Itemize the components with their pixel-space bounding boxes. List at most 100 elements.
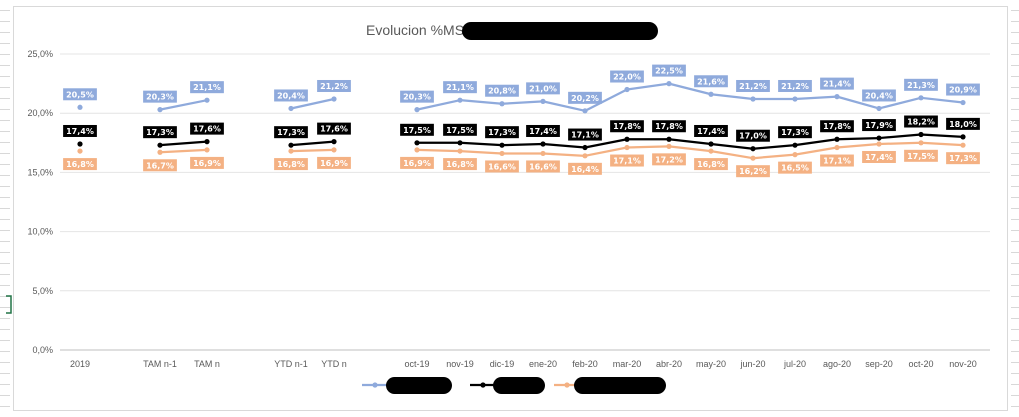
data-point	[876, 135, 882, 141]
data-label-box	[190, 156, 224, 169]
data-label-text: 22,0%	[613, 73, 641, 82]
data-label-text: 18,0%	[949, 120, 977, 129]
data-label-text: 17,1%	[571, 131, 599, 140]
data-label-text: 20,4%	[277, 91, 305, 100]
data-point	[876, 141, 882, 147]
data-label: 16,6%	[526, 160, 560, 173]
data-label: 21,1%	[190, 81, 224, 94]
x-tick-label: 2019	[70, 359, 90, 369]
data-point	[414, 140, 420, 146]
data-label-box	[568, 128, 602, 141]
data-label-text: 21,1%	[193, 83, 221, 92]
data-point	[499, 150, 505, 157]
data-point	[582, 108, 588, 114]
data-label: 17,8%	[610, 120, 644, 133]
x-tick-label: oct-20	[908, 359, 933, 369]
data-label-box	[443, 81, 477, 94]
x-tick-label: nov-19	[446, 359, 474, 369]
data-point	[582, 144, 588, 151]
data-label-text: 20,5%	[66, 90, 94, 99]
data-label-box	[862, 89, 896, 102]
data-label-text: 22,5%	[655, 67, 683, 76]
data-label: 17,1%	[610, 154, 644, 167]
data-label: 17,9%	[862, 119, 896, 132]
data-label-box	[190, 81, 224, 94]
data-label: 16,8%	[694, 158, 728, 171]
data-label-text: 21,6%	[697, 77, 725, 86]
data-point	[834, 136, 840, 142]
data-point	[750, 155, 756, 161]
series-line	[416, 82, 964, 112]
data-label-box	[694, 75, 728, 88]
data-label-box	[443, 123, 477, 136]
data-label: 16,8%	[63, 158, 97, 171]
title-redaction	[462, 22, 658, 40]
data-label-box	[736, 165, 770, 178]
x-tick-label: oct-19	[404, 359, 429, 369]
data-label: 16,9%	[400, 156, 434, 169]
data-label-text: 20,9%	[949, 86, 977, 95]
data-label-text: 20,3%	[146, 93, 174, 102]
data-label-box	[274, 126, 308, 139]
data-point	[77, 148, 83, 154]
data-point	[457, 140, 463, 146]
data-point	[708, 91, 714, 97]
data-point	[540, 141, 546, 147]
data-label-box	[652, 153, 686, 166]
data-label: 18,0%	[946, 117, 980, 130]
data-label: 16,9%	[190, 156, 224, 169]
data-label-text: 16,5%	[781, 164, 809, 173]
data-label-box	[400, 156, 434, 169]
series-line	[290, 97, 335, 110]
data-label-text: 17,4%	[697, 127, 725, 136]
data-label-text: 21,2%	[320, 82, 348, 91]
series-line	[159, 99, 208, 111]
data-label-text: 21,1%	[446, 83, 474, 92]
data-label-text: 16,8%	[66, 160, 94, 169]
data-label-box	[862, 119, 896, 132]
data-label: 17,5%	[400, 123, 434, 136]
data-point	[331, 139, 337, 145]
data-point	[792, 142, 798, 148]
data-label-box	[526, 124, 560, 137]
y-tick-label: 0,0%	[32, 345, 53, 355]
data-point	[414, 147, 420, 153]
data-point	[834, 94, 840, 100]
data-label-box	[946, 83, 980, 96]
data-label: 21,2%	[736, 79, 770, 92]
data-label-text: 16,8%	[277, 160, 305, 169]
data-point	[204, 97, 210, 103]
data-label: 16,8%	[443, 158, 477, 171]
data-label: 17,3%	[778, 126, 812, 139]
data-label-box	[568, 162, 602, 175]
y-tick-label: 15,0%	[27, 167, 53, 177]
data-label-text: 17,3%	[488, 128, 516, 137]
data-point	[457, 148, 463, 154]
data-point	[918, 131, 924, 138]
data-point	[960, 99, 966, 106]
data-label: 17,8%	[820, 120, 854, 133]
data-label-box	[190, 122, 224, 135]
data-point	[624, 86, 630, 93]
data-label: 17,3%	[946, 152, 980, 165]
data-label-box	[443, 158, 477, 171]
y-tick-label: 10,0%	[27, 227, 53, 237]
data-label-box	[143, 90, 177, 103]
data-point	[157, 149, 163, 155]
data-label: 21,3%	[904, 78, 938, 91]
data-label: 20,4%	[274, 89, 308, 102]
sheet-row-guides-left	[0, 0, 10, 417]
data-label-box	[736, 79, 770, 92]
x-tick-label: may-20	[696, 359, 726, 369]
data-label-text: 16,4%	[571, 165, 599, 174]
data-point	[288, 105, 294, 112]
data-label: 20,4%	[862, 89, 896, 102]
data-label-text: 17,9%	[865, 121, 893, 130]
legend-swatch-marker	[564, 382, 570, 388]
chart-area[interactable]	[13, 6, 1008, 411]
data-label-text: 16,9%	[403, 159, 431, 168]
data-label-box	[610, 120, 644, 133]
x-tick-label: ago-20	[823, 359, 851, 369]
data-label: 16,6%	[485, 160, 519, 173]
